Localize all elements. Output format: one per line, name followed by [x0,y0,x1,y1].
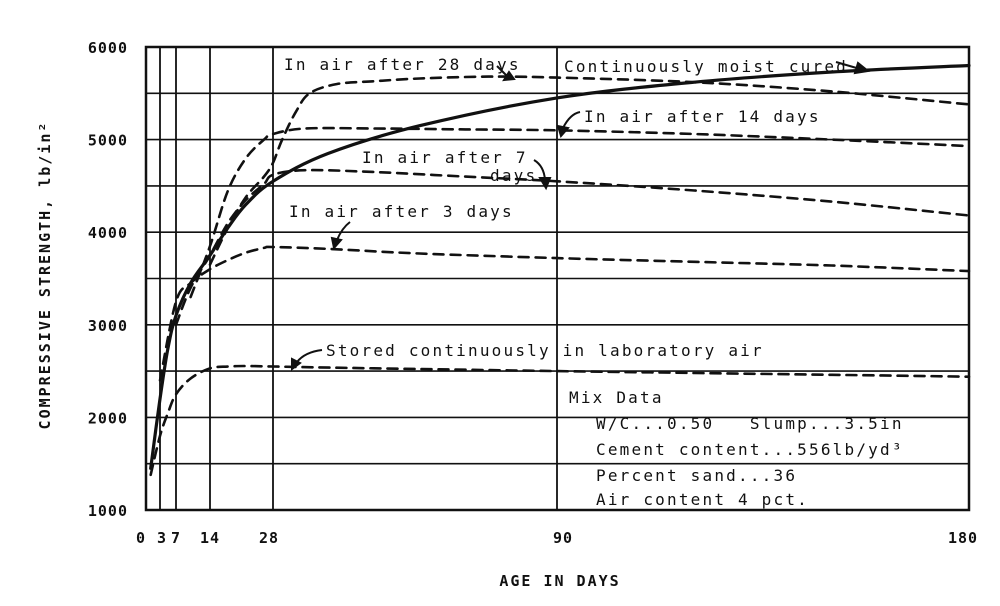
series-line-6 [149,364,971,477]
mix-data-line-cement: Cement content...556lb/yd³ [596,440,904,459]
x-tick-label-0: 0 [136,529,146,547]
plot-frame [144,45,971,512]
label-laboratory-air: Stored continuously in laboratory air [326,341,764,360]
arrow-air-7-days-head [538,177,552,191]
label-air-14-days: In air after 14 days [584,107,821,126]
arrow-moist-cured-head [853,61,871,75]
x-tick-label-28: 28 [259,529,279,547]
arrow-air-3-days-head [330,236,343,251]
series-line-2 [208,75,971,266]
tick-labels: 1000 2000 3000 4000 5000 6000 0 3 7 14 28 90 180 [88,39,978,547]
arrow-air-3-days [336,221,351,241]
arrow-laboratory-air [296,349,323,363]
x-axis-title: AGE IN DAYS [499,572,620,590]
label-air-7-days-cont: days [490,166,537,185]
arrow-laboratory-air-head [291,357,302,371]
series-line-4 [174,168,971,327]
y-axis-title: COMPRESSIVE STRENGTH, lb/in² [36,121,54,430]
arrow-air-14-days-head [556,124,570,139]
y-tick-label-1000: 1000 [88,502,128,520]
label-air-3-days: In air after 3 days [289,202,514,221]
series-line-1 [149,63,971,470]
arrow-air-28-days-head [502,70,516,82]
y-tick-label-2000: 2000 [88,409,128,427]
mix-data-line-sand: Percent sand...36 [596,466,797,485]
x-tick-label-180: 180 [948,529,978,547]
y-tick-label-3000: 3000 [88,317,128,335]
x-tick-label-7: 7 [171,529,181,547]
x-tick-label-14: 14 [200,529,220,547]
mix-data-box: Mix Data W/C...0.50 Slump...3.5in Cement… [569,388,904,509]
mix-data-line-wc-slump: W/C...0.50 Slump...3.5in [596,414,904,433]
label-moist-cured: Continuously moist cured [564,57,848,76]
annotation-arrows [291,61,871,371]
data-curves [149,63,971,477]
series-line-5 [158,245,971,382]
arrow-air-14-days [562,111,581,129]
series-line-3 [189,126,971,299]
mix-data-title: Mix Data [569,388,664,407]
x-tick-label-90: 90 [553,529,573,547]
y-tick-label-6000: 6000 [88,39,128,57]
label-air-28-days: In air after 28 days [284,55,521,74]
x-tick-label-3: 3 [157,529,167,547]
grid-lines [146,47,969,510]
mix-data-line-air: Air content 4 pct. [596,490,809,509]
y-tick-label-5000: 5000 [88,132,128,150]
label-air-7-days: In air after 7 [362,148,528,167]
y-tick-label-4000: 4000 [88,224,128,242]
